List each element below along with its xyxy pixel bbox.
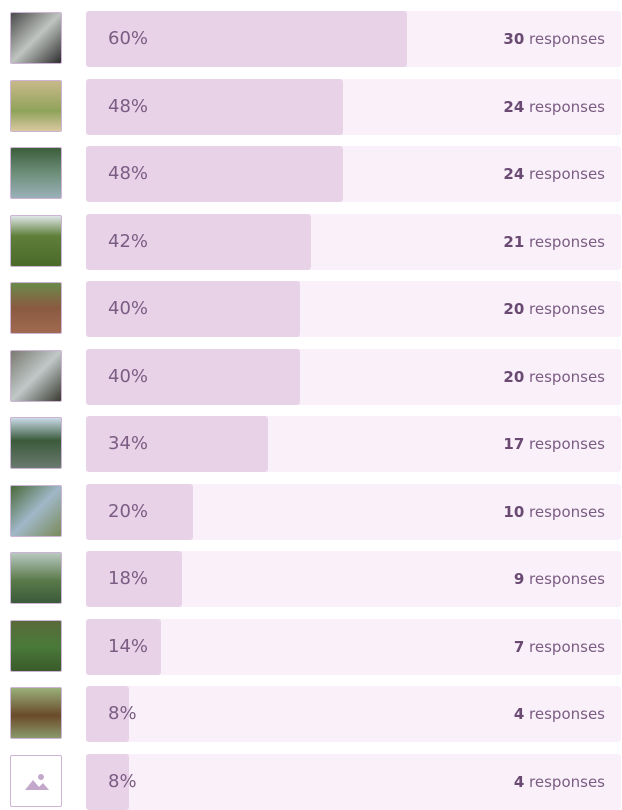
bar-track: 8% 4 responses xyxy=(86,686,621,742)
result-row: 42% 21 responses xyxy=(0,213,622,270)
percent-label: 40% xyxy=(108,365,149,387)
responses-word: responses xyxy=(529,165,605,183)
bar-track: 14% 7 responses xyxy=(86,618,621,675)
bar-fill xyxy=(86,686,129,742)
responses-word: responses xyxy=(529,300,605,318)
result-row: 40% 20 responses xyxy=(0,348,622,405)
bar-track: 40% 20 responses xyxy=(86,348,621,405)
count: 20 xyxy=(503,300,525,318)
responses-word: responses xyxy=(529,367,605,386)
bar-track: 20% 10 responses xyxy=(86,483,621,540)
percent-label: 40% xyxy=(108,298,149,319)
bar-fill xyxy=(86,618,161,675)
result-row: 34% 17 responses xyxy=(0,416,622,472)
bar-fill xyxy=(86,348,300,405)
option-image xyxy=(10,282,62,334)
result-row: 48% 24 responses xyxy=(0,78,622,135)
count: 4 xyxy=(513,705,525,723)
image-placeholder-icon xyxy=(25,773,49,790)
option-image xyxy=(10,349,62,402)
count: 30 xyxy=(503,30,525,48)
bar-track: 40% 20 responses xyxy=(86,281,621,337)
responses-word: responses xyxy=(529,435,605,453)
response-count: 24 responses xyxy=(503,146,605,202)
bar-track: 42% 21 responses xyxy=(86,213,621,270)
option-image xyxy=(10,687,62,739)
count: 17 xyxy=(503,435,525,453)
bar-track: 34% 17 responses xyxy=(86,416,621,472)
responses-word: responses xyxy=(529,232,605,251)
result-row: 8% 4 responses xyxy=(0,753,622,810)
bar-track: 18% 9 responses xyxy=(86,551,621,607)
percent-label: 34% xyxy=(108,433,149,454)
response-count: 20 responses xyxy=(503,349,605,405)
percent-label: 42% xyxy=(108,230,149,252)
bar-track: 8% 4 responses xyxy=(86,753,621,810)
bar-fill xyxy=(86,483,193,540)
percent-label: 48% xyxy=(108,163,149,184)
response-count: 4 responses xyxy=(514,754,605,810)
bar-track: 48% 24 responses xyxy=(86,146,621,202)
result-row: 20% 10 responses xyxy=(0,483,622,540)
bar-fill xyxy=(86,551,183,607)
option-image xyxy=(10,147,62,199)
responses-word: responses xyxy=(529,502,605,521)
bar-fill xyxy=(86,281,300,337)
percent-label: 60% xyxy=(108,28,149,49)
count: 9 xyxy=(513,570,525,588)
percent-label: 48% xyxy=(108,95,149,117)
response-count: 4 responses xyxy=(514,686,605,742)
bar-fill xyxy=(86,213,311,270)
response-count: 21 responses xyxy=(503,214,605,270)
percent-label: 8% xyxy=(108,770,137,792)
result-row: 14% 7 responses xyxy=(0,618,622,675)
response-count: 10 responses xyxy=(503,484,605,540)
option-image xyxy=(10,619,62,672)
response-count: 9 responses xyxy=(514,551,605,607)
percent-label: 20% xyxy=(108,500,149,522)
response-count: 24 responses xyxy=(503,79,605,135)
count: 24 xyxy=(503,97,525,116)
bar-fill xyxy=(86,78,343,135)
percent-label: 18% xyxy=(108,568,149,589)
percent-label: 14% xyxy=(108,635,149,657)
response-count: 20 responses xyxy=(503,281,605,337)
count: 7 xyxy=(513,637,525,656)
response-count: 30 responses xyxy=(503,11,605,67)
result-row: 48% 24 responses xyxy=(0,146,622,202)
bar-fill xyxy=(86,416,268,472)
option-image xyxy=(10,214,62,267)
option-image xyxy=(10,552,62,604)
option-image xyxy=(10,484,62,537)
result-row: 8% 4 responses xyxy=(0,686,622,742)
response-count: 17 responses xyxy=(503,416,605,472)
option-image xyxy=(10,12,62,64)
option-image xyxy=(10,79,62,132)
result-row: 60% 30 responses xyxy=(0,11,622,67)
option-image xyxy=(10,417,62,469)
responses-word: responses xyxy=(529,637,605,656)
bar-track: 48% 24 responses xyxy=(86,78,621,135)
responses-word: responses xyxy=(529,30,605,48)
percent-label: 8% xyxy=(108,703,137,724)
count: 20 xyxy=(503,367,525,386)
responses-word: responses xyxy=(529,97,605,116)
responses-word: responses xyxy=(529,570,605,588)
response-count: 7 responses xyxy=(514,619,605,675)
count: 4 xyxy=(513,772,525,791)
count: 10 xyxy=(503,502,525,521)
bar-fill xyxy=(86,146,343,202)
bar-track: 60% 30 responses xyxy=(86,11,621,67)
result-row: 18% 9 responses xyxy=(0,551,622,607)
bar-fill xyxy=(86,11,407,67)
count: 21 xyxy=(503,232,525,251)
result-row: 40% 20 responses xyxy=(0,281,622,337)
responses-word: responses xyxy=(529,772,605,791)
count: 24 xyxy=(503,165,525,183)
responses-word: responses xyxy=(529,705,605,723)
